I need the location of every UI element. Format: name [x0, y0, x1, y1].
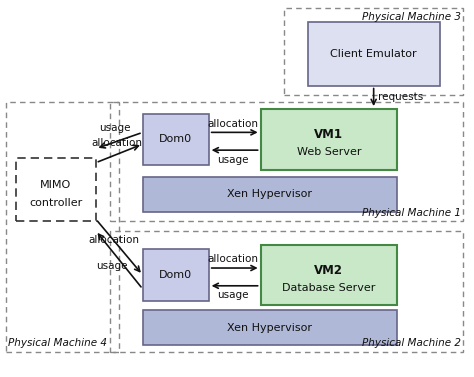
- Text: VM2: VM2: [314, 264, 343, 277]
- FancyBboxPatch shape: [308, 23, 439, 86]
- FancyBboxPatch shape: [143, 177, 397, 212]
- Text: Xen Hypervisor: Xen Hypervisor: [228, 189, 312, 199]
- Text: Physical Machine 1: Physical Machine 1: [362, 208, 461, 218]
- Text: Web Server: Web Server: [297, 147, 361, 157]
- Text: usage: usage: [218, 290, 249, 300]
- Text: Dom0: Dom0: [159, 270, 192, 280]
- Bar: [6, 102, 119, 352]
- Text: Xen Hypervisor: Xen Hypervisor: [228, 323, 312, 333]
- Bar: [284, 8, 463, 95]
- FancyBboxPatch shape: [261, 245, 397, 305]
- Text: usage: usage: [96, 261, 128, 271]
- Text: MIMO: MIMO: [40, 180, 71, 190]
- Text: controller: controller: [29, 198, 82, 208]
- FancyBboxPatch shape: [16, 158, 96, 221]
- Text: allocation: allocation: [91, 138, 142, 148]
- Text: Physical Machine 3: Physical Machine 3: [362, 12, 461, 22]
- Text: usage: usage: [218, 155, 249, 165]
- Text: VM1: VM1: [314, 128, 343, 141]
- Text: allocation: allocation: [208, 254, 259, 264]
- FancyBboxPatch shape: [143, 249, 209, 301]
- FancyBboxPatch shape: [143, 310, 397, 345]
- Text: Physical Machine 4: Physical Machine 4: [9, 339, 108, 348]
- FancyBboxPatch shape: [143, 113, 209, 165]
- Text: allocation: allocation: [88, 235, 139, 245]
- Bar: [110, 231, 463, 352]
- Bar: [110, 102, 463, 221]
- Text: Client Emulator: Client Emulator: [330, 49, 417, 59]
- Text: requests: requests: [378, 92, 424, 102]
- Text: Dom0: Dom0: [159, 134, 192, 144]
- FancyBboxPatch shape: [261, 109, 397, 170]
- Text: Database Server: Database Server: [282, 283, 375, 293]
- Text: usage: usage: [99, 123, 130, 133]
- Text: allocation: allocation: [208, 119, 259, 129]
- Text: Physical Machine 2: Physical Machine 2: [362, 339, 461, 348]
